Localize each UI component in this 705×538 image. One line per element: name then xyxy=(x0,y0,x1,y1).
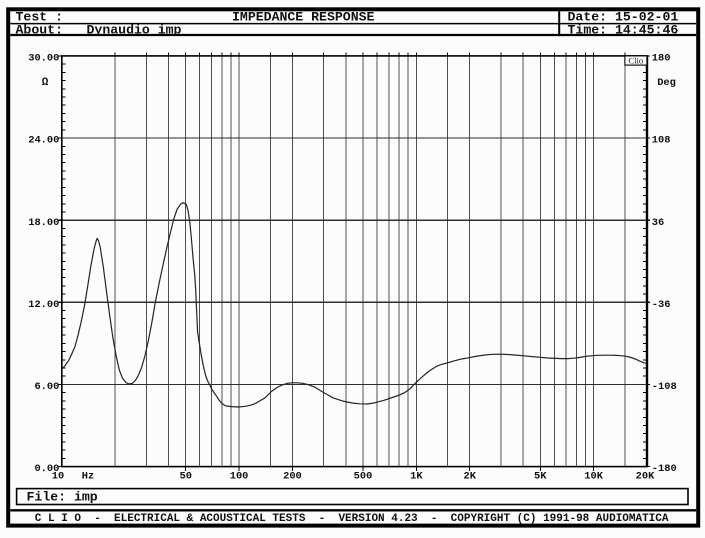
svg-text:About:: About: xyxy=(16,22,63,37)
svg-text:1K: 1K xyxy=(410,470,423,482)
svg-text:5K: 5K xyxy=(534,470,547,482)
svg-text:180: 180 xyxy=(652,53,671,65)
svg-text:Ω: Ω xyxy=(42,77,49,89)
svg-text:0.00: 0.00 xyxy=(34,463,59,475)
svg-text:108: 108 xyxy=(652,135,671,147)
svg-text:-180: -180 xyxy=(652,463,677,475)
svg-text:Hz: Hz xyxy=(82,470,94,482)
svg-text:24.00: 24.00 xyxy=(28,135,59,147)
svg-text:Test :: Test : xyxy=(16,10,63,25)
svg-text:36: 36 xyxy=(652,217,664,229)
svg-text:File: imp: File: imp xyxy=(27,490,98,505)
svg-text:500: 500 xyxy=(354,470,373,482)
svg-text:Dynaudio imp: Dynaudio imp xyxy=(87,22,182,37)
svg-text:20K: 20K xyxy=(636,470,655,482)
svg-text:10: 10 xyxy=(52,470,64,482)
svg-text:200: 200 xyxy=(283,470,302,482)
svg-text:2K: 2K xyxy=(463,470,476,482)
svg-text:-108: -108 xyxy=(652,381,677,393)
svg-text:18.00: 18.00 xyxy=(28,217,59,229)
svg-text:10K: 10K xyxy=(584,470,603,482)
svg-text:12.00: 12.00 xyxy=(28,299,59,311)
svg-text:IMPEDANCE RESPONSE: IMPEDANCE RESPONSE xyxy=(232,10,375,25)
svg-text:Clio: Clio xyxy=(628,56,643,66)
svg-text:6.00: 6.00 xyxy=(34,381,59,393)
svg-text:C L I O - ELECTRICAL & ACOUS: C L I O - ELECTRICAL & ACOUSTICAL TESTS … xyxy=(35,513,669,525)
svg-text:30.00: 30.00 xyxy=(28,53,59,65)
svg-text:Date: 15-02-01: Date: 15-02-01 xyxy=(568,10,679,25)
svg-text:50: 50 xyxy=(179,470,191,482)
svg-text:100: 100 xyxy=(230,470,249,482)
svg-text:-36: -36 xyxy=(652,299,671,311)
svg-text:Deg: Deg xyxy=(657,77,676,89)
svg-text:Time: 14:45:46: Time: 14:45:46 xyxy=(568,22,679,37)
